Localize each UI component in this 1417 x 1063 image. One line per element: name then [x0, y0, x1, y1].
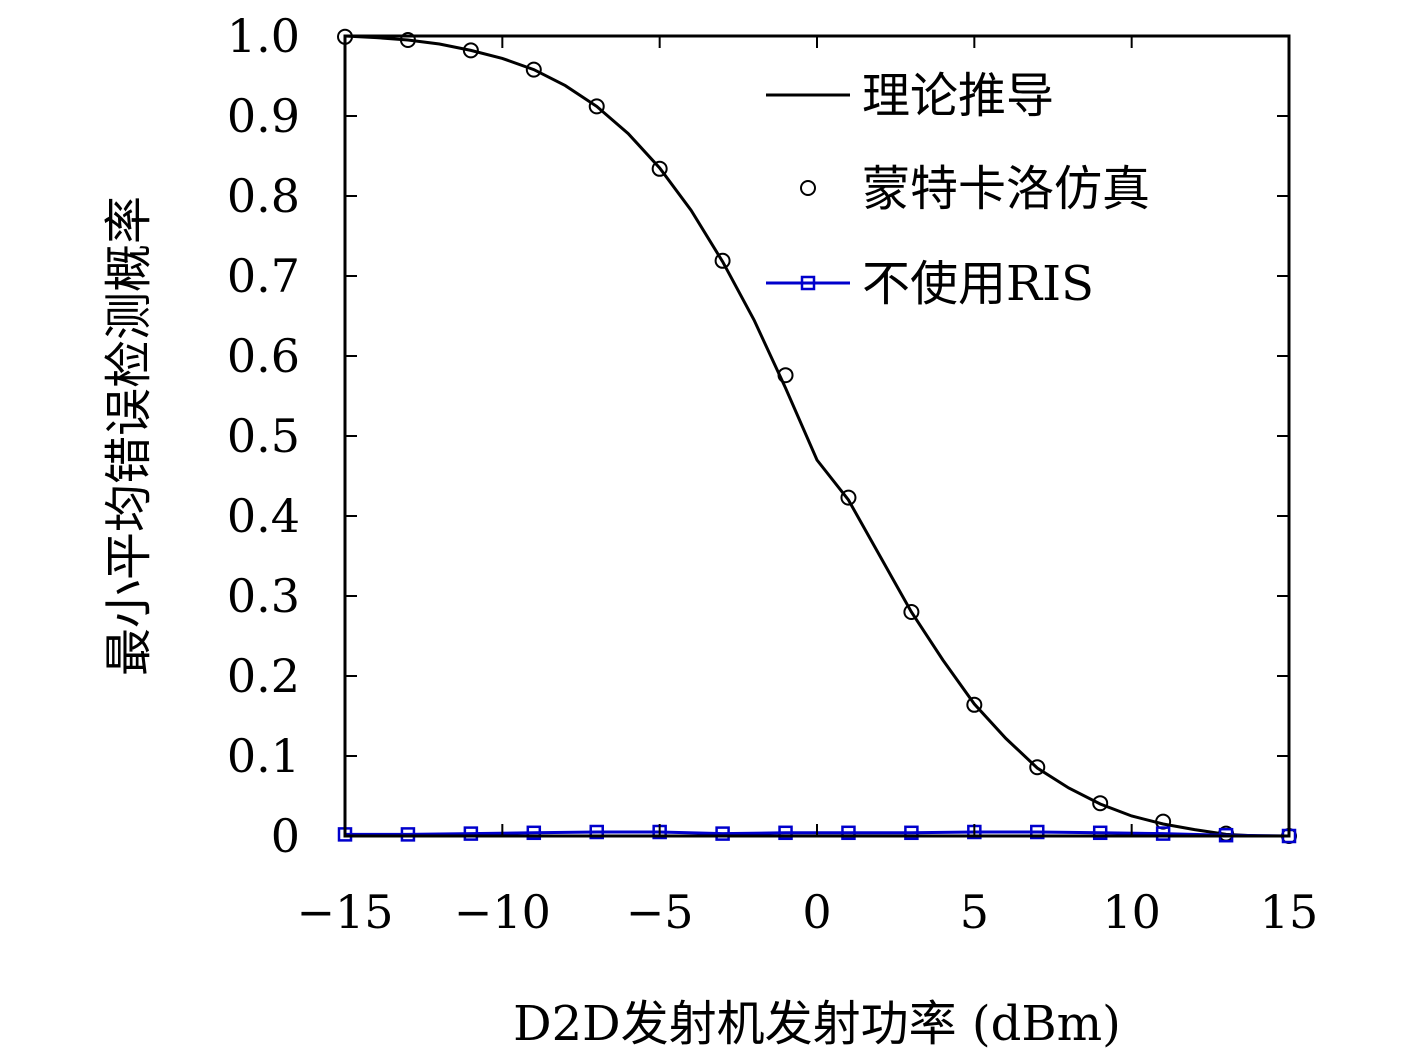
- x-tick-label: −15: [296, 885, 393, 939]
- data-point: [714, 252, 731, 269]
- x-tick-label: −5: [626, 885, 694, 939]
- y-tick-label: 1.0: [227, 9, 300, 63]
- legend-swatch: [800, 180, 816, 196]
- data-point: [526, 825, 542, 841]
- y-tick-label: 0.7: [227, 249, 300, 303]
- y-tick-label: 0.1: [227, 729, 300, 783]
- x-tick-label: 10: [1102, 885, 1161, 939]
- x-tick-label: −10: [454, 885, 551, 939]
- y-tick-label: 0.9: [227, 89, 300, 143]
- data-point: [588, 98, 605, 115]
- y-tick-label: 0.5: [227, 409, 300, 463]
- data-point: [525, 61, 542, 78]
- legend-label: 不使用RIS: [862, 256, 1094, 312]
- y-tick-label: 0.4: [227, 489, 300, 543]
- data-point: [651, 160, 668, 177]
- plot-layer: [337, 28, 1297, 844]
- legend-label: 蒙特卡洛仿真: [862, 161, 1150, 217]
- data-point: [399, 32, 416, 48]
- y-tick-label: 0.3: [227, 569, 300, 623]
- legend-item: 理论推导: [766, 68, 1054, 124]
- data-point: [462, 42, 479, 59]
- series-2: [337, 28, 1297, 844]
- legend-item: 蒙特卡洛仿真: [800, 161, 1150, 217]
- data-point: [1030, 824, 1045, 840]
- x-tick-label: 15: [1260, 885, 1319, 939]
- data-point: [715, 826, 730, 841]
- legend-item: 不使用RIS: [766, 256, 1094, 312]
- data-point: [841, 825, 856, 841]
- legend-swatch-marker: [800, 275, 816, 291]
- data-point: [589, 824, 604, 840]
- x-axis-title: D2D发射机发射功率 (dBm): [513, 996, 1121, 1052]
- y-tick-label: 0.8: [227, 169, 300, 223]
- data-point: [1092, 825, 1108, 841]
- data-point: [1155, 826, 1171, 841]
- x-tick-label: 0: [802, 885, 831, 939]
- x-tick-label: 5: [960, 885, 989, 939]
- data-point: [778, 825, 793, 841]
- series-line: [344, 34, 1289, 838]
- data-point: [904, 825, 919, 841]
- series-1: [344, 34, 1289, 838]
- y-tick-label: 0.2: [227, 649, 300, 703]
- data-point: [777, 367, 794, 384]
- ticks-layer: −15 −10 −5 0 5 10 15 0 0.1 0.2 0.3 0.4 0.5 0.6 0.7 0.8 0…: [227, 9, 1318, 939]
- data-point: [1092, 795, 1109, 812]
- y-tick-label: 0: [271, 809, 300, 863]
- data-point: [840, 489, 857, 506]
- data-point: [1029, 759, 1046, 776]
- y-tick-label: 0.6: [227, 329, 300, 383]
- y-axis-title: 最小平均错误检测概率: [101, 196, 157, 676]
- legend-label: 理论推导: [862, 68, 1054, 124]
- data-point: [400, 827, 416, 842]
- data-point: [966, 696, 983, 713]
- data-point: [463, 826, 479, 841]
- data-point: [903, 604, 920, 620]
- plot-frame: [343, 34, 1291, 838]
